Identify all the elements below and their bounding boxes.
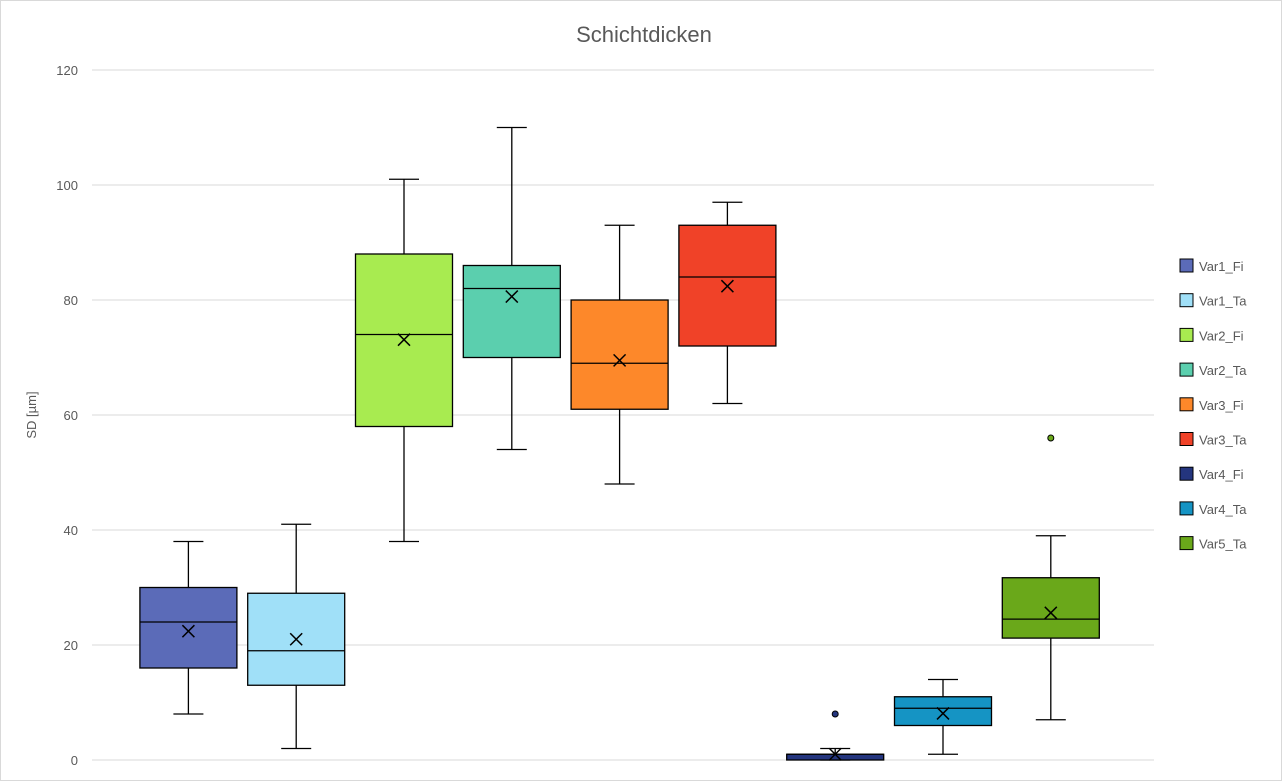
mean-marker: [1044, 606, 1058, 620]
y-tick-label: 80: [64, 293, 78, 308]
legend-item: Var4_Fi: [1179, 466, 1244, 482]
mean-marker: [397, 333, 411, 347]
mean-marker: [613, 353, 627, 367]
box-var3-ta: [678, 201, 777, 405]
box-iqr: [893, 696, 993, 727]
legend-item: Var2_Ta: [1179, 362, 1247, 378]
y-tick-label: 60: [64, 408, 78, 423]
legend-label: Var1_Ta: [1199, 294, 1247, 309]
box-var2-fi: [354, 178, 454, 543]
box-var1-fi: [139, 540, 238, 715]
legend-label: Var5_Ta: [1199, 537, 1247, 552]
legend-item: Var1_Ta: [1179, 293, 1247, 309]
box-var2-ta: [462, 126, 561, 451]
legend-label: Var3_Fi: [1199, 398, 1244, 413]
legend: Var1_Fi Var1_Ta Var2_Fi Var2_Ta Var3_Fi Var3_…: [1179, 258, 1247, 552]
legend-item: Var3_Ta: [1179, 432, 1247, 448]
mean-marker: [505, 290, 519, 304]
legend-item: Var3_Fi: [1179, 397, 1244, 413]
legend-swatch: [1179, 466, 1194, 481]
legend-item: Var4_Ta: [1179, 501, 1247, 517]
box-var3-fi: [570, 224, 669, 485]
y-tick-label: 0: [71, 753, 78, 768]
box-iqr: [570, 299, 669, 410]
legend-item: Var2_Fi: [1179, 327, 1244, 343]
y-axis-title: SD [µm]: [24, 391, 39, 438]
box-iqr: [1001, 577, 1100, 639]
box-var1-ta: [247, 523, 346, 750]
legend-swatch: [1179, 432, 1194, 446]
legend-swatch: [1179, 501, 1194, 516]
mean-marker: [720, 279, 734, 293]
box-var4-ta: [893, 678, 993, 755]
legend-swatch: [1179, 397, 1194, 412]
legend-swatch: [1179, 536, 1194, 551]
legend-label: Var2_Ta: [1199, 363, 1247, 378]
box-var5-ta: [1001, 434, 1100, 721]
mean-marker: [828, 747, 842, 761]
outlier-point: [831, 710, 839, 718]
legend-label: Var1_Fi: [1199, 259, 1244, 274]
mean-marker: [181, 624, 195, 638]
y-tick-label: 120: [56, 63, 78, 78]
y-tick-label: 100: [56, 178, 78, 193]
box-iqr: [462, 264, 561, 359]
outlier-point: [1047, 434, 1055, 442]
y-tick-labels: 0 20 40 60 80 100 120: [56, 63, 78, 768]
legend-swatch: [1179, 293, 1194, 308]
legend-swatch: [1179, 258, 1194, 273]
legend-label: Var4_Fi: [1199, 467, 1244, 482]
box-series: [139, 126, 1100, 761]
mean-marker: [289, 632, 303, 646]
legend-label: Var3_Ta: [1199, 433, 1247, 448]
legend-label: Var2_Fi: [1199, 328, 1244, 343]
box-iqr: [139, 586, 238, 669]
chart-title: Schichtdicken: [576, 22, 712, 47]
legend-swatch: [1179, 327, 1194, 342]
y-tick-label: 40: [64, 523, 78, 538]
box-var4-fi: [786, 710, 885, 761]
legend-item: Var1_Fi: [1179, 258, 1244, 274]
legend-swatch: [1179, 362, 1194, 377]
legend-label: Var4_Ta: [1199, 502, 1247, 517]
y-tick-label: 20: [64, 638, 78, 653]
legend-item: Var5_Ta: [1179, 536, 1247, 552]
mean-marker: [936, 706, 950, 720]
